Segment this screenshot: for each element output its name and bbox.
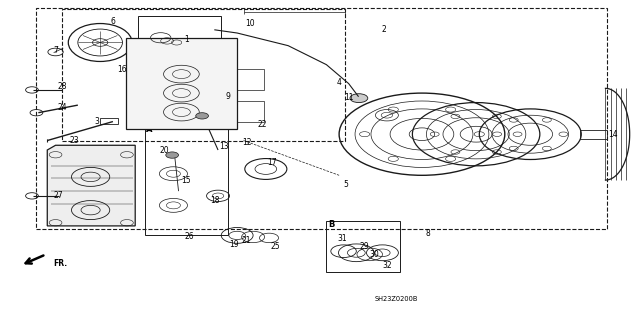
Text: 17: 17	[268, 158, 277, 167]
Text: 31: 31	[337, 234, 347, 243]
Text: 27: 27	[54, 191, 63, 200]
Text: 1: 1	[184, 35, 189, 44]
Text: 24: 24	[57, 103, 67, 112]
Bar	[580, 130, 607, 139]
Text: 6: 6	[111, 18, 115, 26]
Text: A: A	[146, 125, 152, 134]
Text: SH23Z0200B: SH23Z0200B	[375, 296, 418, 302]
Text: 22: 22	[258, 120, 268, 129]
Text: 30: 30	[369, 250, 379, 259]
Text: 19: 19	[229, 241, 239, 249]
Text: 11: 11	[344, 93, 353, 102]
Polygon shape	[47, 145, 135, 226]
Bar	[100, 118, 118, 124]
Circle shape	[166, 152, 179, 158]
Bar	[237, 69, 264, 90]
Text: 15: 15	[181, 175, 191, 185]
Circle shape	[350, 94, 368, 103]
Text: 13: 13	[220, 142, 229, 151]
Text: 2: 2	[381, 25, 386, 34]
Bar	[145, 125, 228, 235]
Bar	[138, 16, 221, 52]
Text: 25: 25	[271, 242, 280, 251]
Text: 9: 9	[225, 92, 230, 101]
Bar	[326, 221, 399, 272]
Text: 20: 20	[159, 145, 169, 154]
Text: 16: 16	[118, 65, 127, 74]
Text: 14: 14	[608, 130, 618, 139]
Text: 5: 5	[343, 180, 348, 189]
Bar	[36, 8, 607, 229]
Bar	[62, 9, 346, 141]
Text: 32: 32	[382, 261, 392, 270]
Text: 7: 7	[53, 46, 58, 55]
Text: 3: 3	[95, 117, 99, 126]
Text: 12: 12	[242, 137, 252, 147]
Bar	[237, 101, 264, 122]
Text: 23: 23	[70, 136, 79, 145]
Text: 29: 29	[360, 242, 369, 251]
Text: FR.: FR.	[53, 259, 67, 268]
Text: 26: 26	[184, 233, 194, 241]
Text: B: B	[328, 220, 335, 229]
Text: 4: 4	[337, 78, 342, 86]
Text: 28: 28	[57, 82, 67, 91]
Text: 8: 8	[426, 229, 431, 238]
Text: 21: 21	[242, 236, 252, 245]
Bar	[125, 38, 237, 130]
Text: 18: 18	[210, 196, 220, 205]
Circle shape	[196, 113, 209, 119]
Text: 10: 10	[245, 19, 255, 28]
